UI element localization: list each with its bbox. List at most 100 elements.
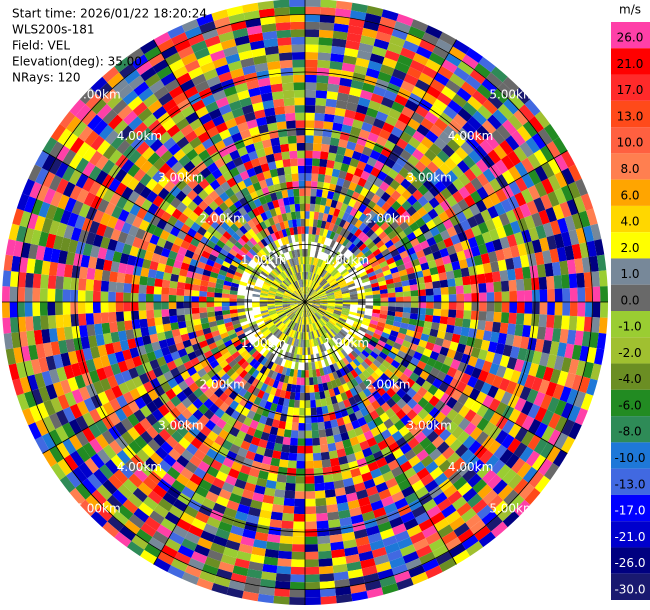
range-label: 3.00km — [158, 419, 203, 433]
radar-cell — [311, 306, 318, 311]
radar-cell — [368, 256, 378, 265]
radar-cell — [335, 8, 352, 18]
radar-cell — [350, 245, 359, 254]
radar-cell — [55, 302, 63, 316]
radar-cell — [312, 302, 321, 304]
radar-cell — [320, 303, 328, 306]
radar-cell — [319, 227, 325, 237]
radar-cell — [320, 236, 327, 245]
radar-cell — [330, 541, 345, 551]
colorbar-label: -30.0 — [614, 582, 645, 596]
radar-cell — [457, 60, 475, 76]
radar-cell — [328, 68, 342, 78]
radar-cell — [283, 398, 290, 407]
radar-cell — [310, 307, 317, 313]
radar-cell — [400, 322, 409, 330]
radar-cell — [528, 169, 542, 186]
radar-cell — [275, 435, 284, 445]
radar-cell — [400, 358, 410, 368]
radar-cell — [317, 310, 325, 316]
radar-cell — [402, 290, 411, 297]
radar-cell — [236, 302, 245, 306]
radar-cell — [435, 38, 453, 53]
radar-cell — [422, 246, 433, 256]
radar-cell — [389, 413, 401, 425]
radar-cell — [467, 216, 478, 229]
radar-cell — [296, 346, 301, 355]
radar-cell — [351, 591, 368, 602]
radar-cell — [361, 320, 370, 327]
radar-cell — [366, 354, 376, 363]
radar-cell — [393, 281, 403, 288]
radar-cell — [305, 195, 311, 204]
radar-cell — [383, 174, 394, 186]
radar-cell — [381, 201, 392, 212]
radar-cell — [243, 583, 260, 594]
radar-cell — [380, 373, 390, 383]
radar-cell — [318, 37, 333, 46]
radar-cell — [329, 231, 336, 240]
radar-cell — [391, 393, 402, 404]
radar-cell — [328, 319, 336, 326]
radar-cell — [556, 342, 567, 358]
radar-cell — [316, 311, 323, 318]
radar-cell — [274, 106, 286, 115]
radar-cell — [342, 212, 350, 221]
range-label: 2.00km — [365, 377, 410, 391]
radar-cell — [337, 279, 346, 285]
radar-cell — [383, 418, 394, 430]
radar-cell — [350, 304, 358, 308]
radar-cell — [414, 431, 427, 444]
radar-cell — [473, 445, 488, 460]
radar-cell — [509, 290, 518, 302]
radar-cell — [449, 341, 459, 352]
radar-cell — [327, 295, 335, 299]
radar-cell — [332, 224, 339, 233]
radar-cell — [460, 141, 474, 155]
radar-cell — [568, 405, 581, 423]
radar-cell — [311, 165, 320, 174]
radar-cell — [507, 268, 516, 281]
radar-cell — [10, 271, 19, 287]
radar-cell — [379, 289, 388, 295]
radar-cell — [511, 130, 526, 147]
radar-cell — [296, 316, 301, 324]
radar-cell — [314, 105, 326, 114]
radar-cell — [571, 374, 583, 391]
radar-cell — [372, 85, 387, 97]
radar-cell — [507, 438, 521, 454]
radar-cell — [336, 253, 344, 261]
radar-cell — [403, 73, 419, 86]
radar-cell — [325, 428, 334, 437]
radar-cell — [324, 420, 332, 430]
radar-cell — [348, 460, 359, 471]
radar-cell — [176, 308, 185, 316]
radar-cell — [294, 203, 301, 212]
radar-cell — [390, 403, 402, 414]
radar-cell — [341, 290, 350, 295]
radar-cell — [321, 316, 329, 323]
radar-cell — [590, 223, 602, 241]
radar-cell — [476, 464, 491, 479]
radar-cell — [334, 441, 345, 451]
radar-cell — [379, 335, 388, 344]
radar-cell — [409, 531, 426, 545]
radar-cell — [320, 269, 326, 277]
radar-cell — [306, 309, 309, 317]
radar-cell — [294, 392, 301, 401]
radar-cell — [324, 350, 330, 359]
radar-cell — [86, 267, 96, 280]
radar-cell — [287, 329, 293, 337]
radar-cell — [284, 335, 290, 344]
radar-cell — [301, 370, 305, 378]
radar-cell — [372, 118, 386, 129]
radar-cell — [455, 309, 464, 319]
radar-cell — [410, 19, 429, 33]
radar-cell — [380, 446, 393, 458]
radar-cell — [393, 368, 404, 379]
radar-cell — [278, 52, 293, 61]
radar-cell — [357, 543, 372, 554]
radar-cell — [342, 229, 351, 239]
radar-cell — [320, 143, 330, 153]
radar-cell — [467, 236, 478, 249]
